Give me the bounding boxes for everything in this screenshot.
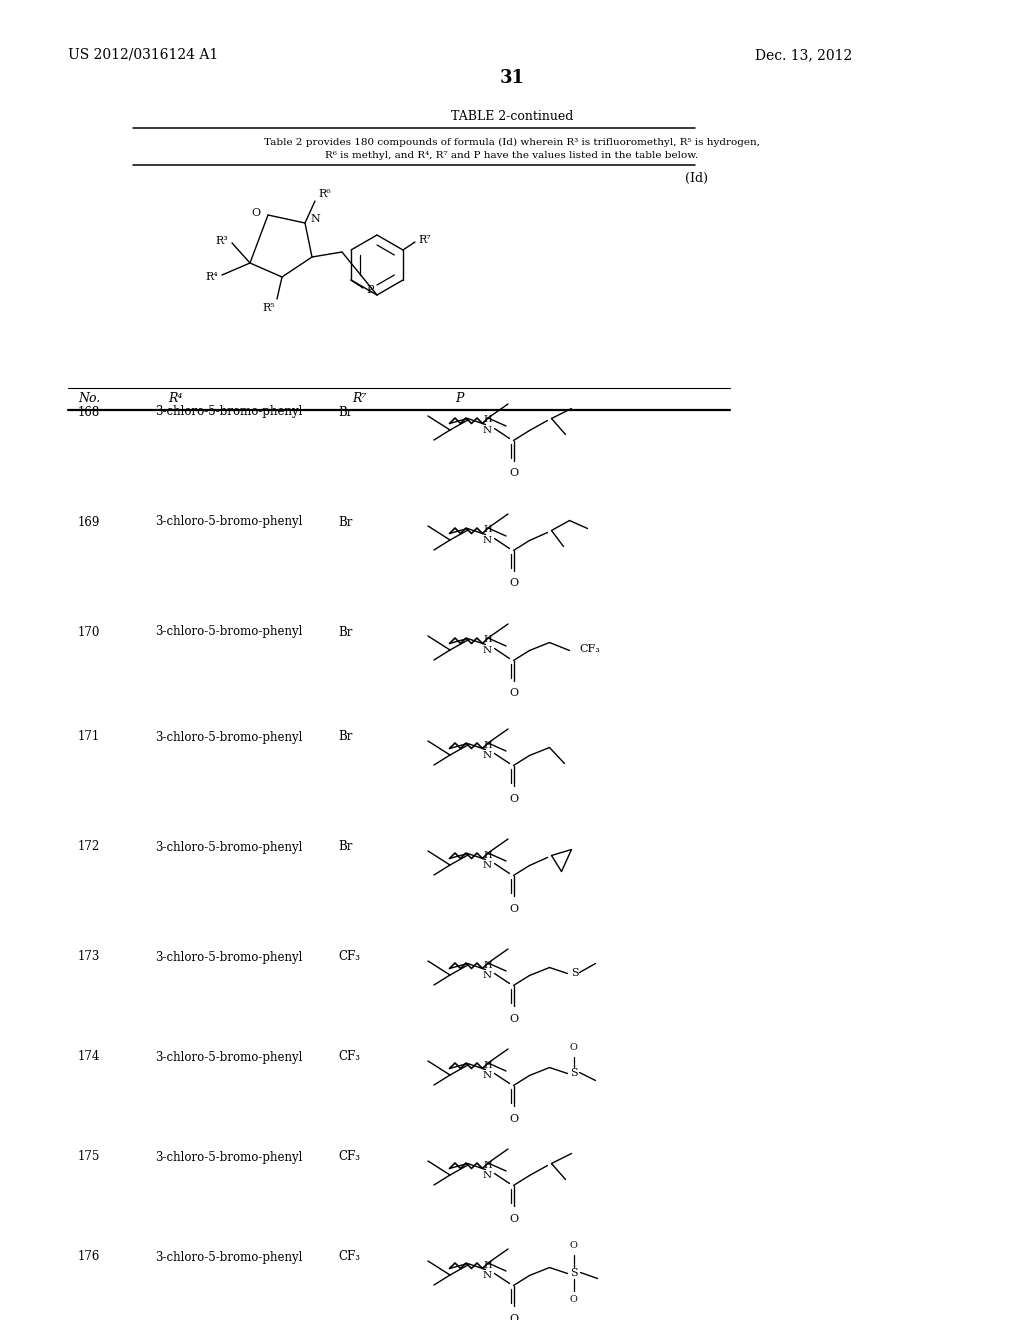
Text: H: H <box>483 416 492 425</box>
Text: 31: 31 <box>500 69 524 87</box>
Text: O: O <box>509 469 518 479</box>
Text: O: O <box>509 1213 518 1224</box>
Text: S: S <box>569 1267 578 1278</box>
Text: 3-chloro-5-bromo-phenyl: 3-chloro-5-bromo-phenyl <box>155 730 302 743</box>
Text: CF₃: CF₃ <box>338 950 360 964</box>
Text: O: O <box>509 689 518 698</box>
Text: N: N <box>483 536 493 545</box>
Text: N: N <box>483 1171 493 1180</box>
Text: R⁷: R⁷ <box>418 235 431 246</box>
Text: O: O <box>509 578 518 589</box>
Text: 3-chloro-5-bromo-phenyl: 3-chloro-5-bromo-phenyl <box>155 1151 302 1163</box>
Text: P: P <box>455 392 464 404</box>
Text: R⁶ is methyl, and R⁴, R⁷ and P have the values listed in the table below.: R⁶ is methyl, and R⁴, R⁷ and P have the … <box>326 152 698 161</box>
Text: 3-chloro-5-bromo-phenyl: 3-chloro-5-bromo-phenyl <box>155 950 302 964</box>
Text: 3-chloro-5-bromo-phenyl: 3-chloro-5-bromo-phenyl <box>155 405 302 418</box>
Text: R⁶: R⁶ <box>318 189 331 199</box>
Text: O: O <box>509 1114 518 1123</box>
Text: H: H <box>483 1160 492 1170</box>
Text: CF₃: CF₃ <box>580 644 600 655</box>
Text: US 2012/0316124 A1: US 2012/0316124 A1 <box>68 48 218 62</box>
Text: Br: Br <box>338 626 352 639</box>
Text: 3-chloro-5-bromo-phenyl: 3-chloro-5-bromo-phenyl <box>155 841 302 854</box>
Text: 170: 170 <box>78 626 100 639</box>
Text: 173: 173 <box>78 950 100 964</box>
Text: R⁴: R⁴ <box>205 272 218 282</box>
Text: S: S <box>571 968 580 978</box>
Text: N: N <box>483 426 493 436</box>
Text: O: O <box>251 209 260 218</box>
Text: O: O <box>509 793 518 804</box>
Text: N: N <box>483 1271 493 1280</box>
Text: CF₃: CF₃ <box>338 1051 360 1064</box>
Text: Dec. 13, 2012: Dec. 13, 2012 <box>755 48 852 62</box>
Text: TABLE 2-continued: TABLE 2-continued <box>451 111 573 124</box>
Text: Br: Br <box>338 841 352 854</box>
Text: H: H <box>483 1261 492 1270</box>
Text: O: O <box>509 903 518 913</box>
Text: CF₃: CF₃ <box>338 1250 360 1263</box>
Text: 169: 169 <box>78 516 100 528</box>
Text: N: N <box>483 861 493 870</box>
Text: S: S <box>569 1068 578 1077</box>
Text: No.: No. <box>78 392 100 404</box>
Text: R³: R³ <box>215 236 228 246</box>
Text: Br: Br <box>338 730 352 743</box>
Text: Br: Br <box>338 405 352 418</box>
Text: O: O <box>509 1313 518 1320</box>
Text: Br: Br <box>338 516 352 528</box>
Text: (Id): (Id) <box>685 172 708 185</box>
Text: O: O <box>509 1014 518 1023</box>
Text: 175: 175 <box>78 1151 100 1163</box>
Text: H: H <box>483 850 492 859</box>
Text: N: N <box>483 645 493 655</box>
Text: 174: 174 <box>78 1051 100 1064</box>
Text: 3-chloro-5-bromo-phenyl: 3-chloro-5-bromo-phenyl <box>155 516 302 528</box>
Text: R⁷: R⁷ <box>352 392 367 404</box>
Text: H: H <box>483 741 492 750</box>
Text: H: H <box>483 525 492 535</box>
Text: O: O <box>569 1242 578 1250</box>
Text: 3-chloro-5-bromo-phenyl: 3-chloro-5-bromo-phenyl <box>155 626 302 639</box>
Text: 3-chloro-5-bromo-phenyl: 3-chloro-5-bromo-phenyl <box>155 1051 302 1064</box>
Text: N: N <box>483 751 493 760</box>
Text: 3-chloro-5-bromo-phenyl: 3-chloro-5-bromo-phenyl <box>155 1250 302 1263</box>
Text: O: O <box>569 1044 578 1052</box>
Text: CF₃: CF₃ <box>338 1151 360 1163</box>
Text: R⁵: R⁵ <box>262 304 275 313</box>
Text: 176: 176 <box>78 1250 100 1263</box>
Text: 171: 171 <box>78 730 100 743</box>
Text: H: H <box>483 635 492 644</box>
Text: 172: 172 <box>78 841 100 854</box>
Text: H: H <box>483 961 492 969</box>
Text: N: N <box>483 972 493 979</box>
Text: Table 2 provides 180 compounds of formula (Id) wherein R³ is trifluoromethyl, R⁵: Table 2 provides 180 compounds of formul… <box>264 137 760 147</box>
Text: O: O <box>569 1295 578 1304</box>
Text: H: H <box>483 1060 492 1069</box>
Text: P: P <box>366 285 374 294</box>
Text: N: N <box>483 1071 493 1080</box>
Text: R⁴: R⁴ <box>168 392 182 404</box>
Text: 168: 168 <box>78 405 100 418</box>
Text: N: N <box>310 214 319 224</box>
